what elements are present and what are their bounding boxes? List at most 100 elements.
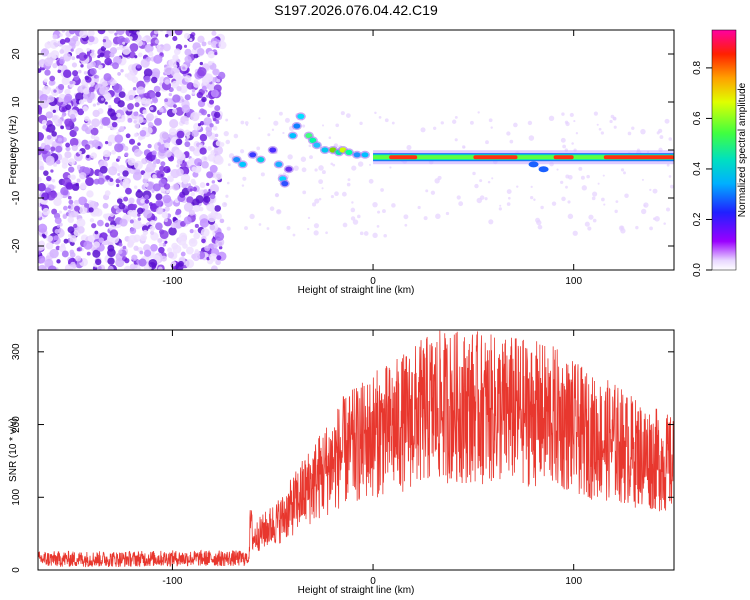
noise-blob: [129, 43, 139, 52]
faint-blob: [620, 228, 626, 234]
noise-blob: [45, 155, 55, 165]
noise-blob: [90, 152, 97, 159]
y-tick-label: 10: [11, 96, 22, 108]
noise-blob: [199, 147, 207, 155]
transition-blob: [275, 161, 283, 167]
faint-blob: [384, 118, 389, 123]
faint-blob: [307, 227, 310, 231]
noise-blob: [116, 198, 123, 204]
noise-blob: [157, 266, 163, 270]
faint-blob: [597, 182, 600, 185]
noise-blob: [104, 101, 108, 105]
noise-blob: [164, 240, 168, 244]
noise-blob: [201, 85, 207, 91]
noise-blob: [104, 190, 111, 196]
faint-blob: [223, 130, 229, 137]
noise-blob: [64, 37, 71, 43]
faint-blob: [565, 185, 568, 189]
noise-blob: [136, 207, 144, 215]
noise-blob: [52, 109, 56, 113]
noise-blob: [189, 188, 193, 192]
noise-blob: [103, 50, 112, 59]
noise-blob: [100, 97, 105, 101]
faint-blob: [516, 185, 519, 188]
noise-blob: [122, 178, 129, 186]
noise-blob: [49, 248, 59, 259]
noise-blob: [166, 175, 174, 182]
faint-blob: [454, 138, 458, 142]
transition-blob: [293, 123, 301, 129]
noise-blob: [159, 52, 164, 56]
noise-blob: [38, 108, 43, 114]
noise-blob: [91, 118, 101, 128]
faint-blob: [425, 189, 429, 193]
noise-blob: [128, 36, 133, 41]
noise-blob: [99, 125, 103, 130]
snr-series-line: [38, 330, 674, 568]
faint-blob: [369, 163, 372, 166]
faint-blob: [513, 122, 518, 128]
noise-blob: [90, 83, 94, 87]
noise-blob: [73, 74, 80, 81]
noise-blob: [139, 234, 148, 242]
noise-blob: [123, 37, 130, 44]
noise-blob: [54, 217, 62, 225]
colorbar: 0.0 0.2 0.4 0.6 0.8 Normalized spectral ampl…: [692, 29, 748, 277]
faint-blob: [474, 183, 479, 189]
noise-blob: [117, 100, 125, 108]
noise-blob: [186, 196, 194, 204]
noise-blob: [82, 106, 89, 112]
faint-blob: [273, 120, 279, 126]
faint-blob: [451, 119, 457, 124]
carrier-hot: [473, 155, 518, 160]
noise-blob: [139, 250, 144, 255]
noise-blob: [64, 151, 72, 159]
noise-blob: [201, 238, 206, 244]
noise-blob: [177, 236, 187, 246]
noise-blob: [176, 158, 183, 165]
noise-blob: [65, 44, 73, 52]
noise-blob: [67, 174, 72, 179]
faint-blob: [598, 127, 602, 131]
faint-blob: [245, 124, 248, 127]
noise-blob: [79, 30, 88, 39]
noise-blob: [214, 231, 225, 242]
faint-blob: [612, 116, 617, 121]
noise-blob: [112, 62, 119, 70]
noise-blob: [123, 146, 129, 152]
faint-blob: [620, 168, 625, 172]
faint-blob: [258, 223, 262, 226]
figure-title: S197.2026.076.04.42.C19: [274, 2, 438, 18]
noise-blob: [208, 99, 215, 105]
noise-blob: [143, 249, 152, 257]
noise-blob: [47, 265, 57, 270]
noise-blob: [38, 210, 43, 218]
noise-blob: [128, 138, 136, 145]
noise-blob: [47, 95, 55, 103]
noise-blob: [118, 242, 123, 247]
noise-blob: [58, 210, 62, 214]
noise-blob: [197, 35, 205, 43]
noise-blob: [52, 34, 58, 40]
carrier-hot: [553, 155, 574, 160]
faint-blob: [341, 191, 347, 197]
noise-blob: [159, 82, 163, 86]
faint-blob: [258, 117, 261, 120]
noise-blob: [181, 99, 185, 103]
noise-blob: [148, 51, 154, 57]
faint-blob: [225, 118, 229, 122]
noise-blob: [201, 96, 207, 103]
noise-blob: [183, 44, 188, 48]
noise-blob: [190, 238, 196, 244]
faint-blob: [490, 126, 493, 129]
noise-blob: [108, 215, 115, 222]
noise-blob: [172, 54, 179, 61]
noise-blob: [168, 127, 177, 136]
noise-blob: [79, 182, 87, 190]
noise-blob: [145, 56, 152, 62]
noise-blob: [55, 145, 63, 153]
noise-blob: [153, 85, 161, 93]
noise-blob: [97, 219, 104, 227]
noise-blob: [149, 225, 156, 232]
noise-blob: [170, 261, 177, 267]
